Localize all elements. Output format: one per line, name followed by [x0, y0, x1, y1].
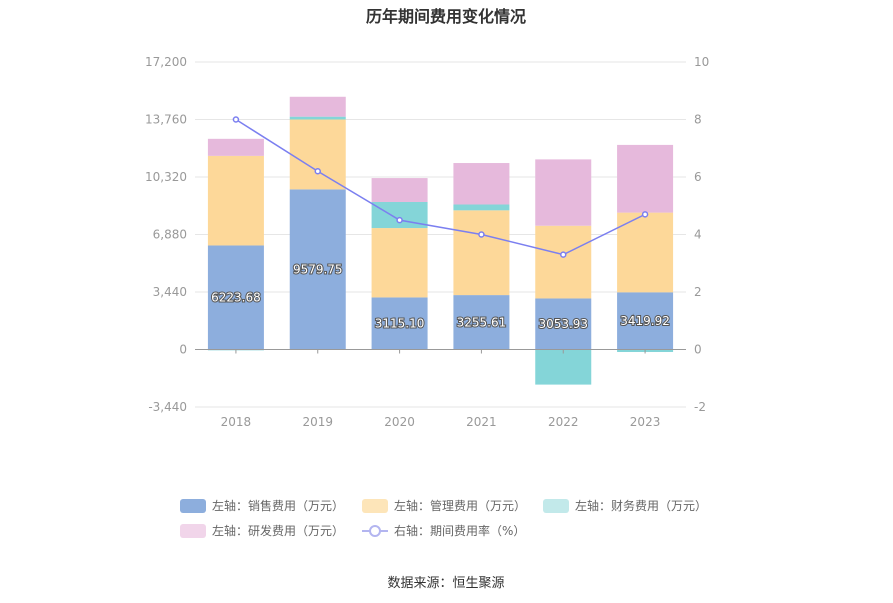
left-tick-label: 10,320 [145, 170, 187, 184]
bar-3-2018[interactable] [207, 138, 264, 156]
x-tick-label: 2019 [302, 415, 333, 429]
right-tick-label: 10 [694, 55, 709, 69]
bar-2-2021[interactable] [453, 204, 510, 211]
bar-0-2020[interactable] [371, 297, 428, 350]
source-note: 数据来源：恒生聚源 [387, 576, 504, 591]
legend-item-3[interactable]: 左轴：研发费用（万元） [180, 523, 344, 538]
chart-title: 历年期间费用变化情况 [366, 7, 526, 26]
sales-value-label: 3115.10 [375, 316, 425, 330]
right-tick-label: 6 [694, 170, 702, 184]
left-tick-label: 6,880 [153, 228, 187, 242]
x-tick-label: 2022 [548, 415, 579, 429]
legend-item-0[interactable]: 左轴：销售费用（万元） [180, 498, 344, 513]
bar-1-2019[interactable] [289, 119, 346, 190]
rate-point-2023[interactable] [641, 211, 649, 218]
legend-swatch [180, 499, 206, 513]
x-tick-label: 2021 [466, 415, 497, 429]
legend-label: 左轴：研发费用（万元） [212, 523, 344, 538]
rate-line [235, 118, 646, 256]
legend-swatch [180, 524, 206, 538]
left-tick-label: 3,440 [153, 285, 187, 299]
right-tick-label: 0 [694, 343, 702, 357]
bar-0-2021[interactable] [453, 295, 510, 350]
right-tick-label: 4 [694, 228, 702, 242]
bar-1-2018[interactable] [207, 155, 264, 246]
bar-3-2021[interactable] [453, 163, 510, 205]
legend-label: 左轴：管理费用（万元） [394, 498, 526, 513]
rate-point-2018[interactable] [232, 116, 240, 123]
bar-1-2022[interactable] [535, 225, 592, 299]
sales-value-label: 3255.61 [457, 315, 507, 329]
left-tick-label: 13,760 [145, 113, 187, 127]
bar-1-2020[interactable] [371, 228, 428, 298]
x-tick-label: 2018 [221, 415, 252, 429]
legend-item-1[interactable]: 左轴：管理费用（万元） [362, 498, 526, 513]
legend-item-4[interactable]: 右轴：期间费用率（%） [362, 523, 525, 538]
bar-1-2021[interactable] [453, 210, 510, 296]
sales-value-label: 6223.68 [211, 290, 261, 304]
right-tick-label: -2 [694, 400, 706, 414]
bar-3-2019[interactable] [289, 96, 346, 117]
right-tick-label: 8 [694, 113, 702, 127]
bar-0-2022[interactable] [535, 298, 592, 350]
data-labels: 6223.68 9579.75 3115.10 3255.61 3053.93 3419.… [210, 261, 671, 332]
rate-point-2021[interactable] [478, 231, 485, 238]
legend-swatch [543, 499, 569, 513]
bar-0-2018[interactable] [207, 245, 264, 350]
left-tick-label: -3,440 [148, 400, 187, 414]
bar-3-2020[interactable] [371, 178, 428, 202]
rate-point-2019[interactable] [314, 168, 321, 175]
sales-value-label: 9579.75 [293, 262, 343, 276]
axes: 17,200 13,760 10,320 6,880 3,440 0 -3,440 10 8 6 4… [145, 55, 709, 429]
bar-2-2022[interactable] [535, 349, 592, 385]
sales-value-label: 3053.93 [538, 317, 588, 331]
bar-3-2023[interactable] [617, 144, 674, 213]
bar-2-2019[interactable] [289, 116, 346, 120]
rate-point-2020[interactable] [396, 216, 403, 224]
legend-swatch [362, 499, 388, 513]
bar-1-2023[interactable] [617, 212, 674, 293]
x-tick-label: 2023 [630, 415, 661, 429]
gridlines [195, 61, 686, 408]
legend-item-2[interactable]: 左轴：财务费用（万元） [543, 498, 707, 513]
bar-3-2022[interactable] [535, 159, 592, 226]
legend-label: 左轴：财务费用（万元） [575, 498, 707, 513]
sales-value-label: 3419.92 [620, 314, 670, 328]
legend-circle-marker [369, 525, 381, 537]
legend[interactable]: 左轴：销售费用（万元） 左轴：管理费用（万元） 左轴：财务费用（万元） 左轴：研发费用… [180, 498, 707, 538]
left-tick-label: 0 [179, 343, 187, 357]
rate-line-series [232, 116, 649, 258]
left-tick-label: 17,200 [145, 55, 187, 69]
x-tick-label: 2020 [384, 415, 415, 429]
bar-series [207, 96, 674, 385]
bar-0-2023[interactable] [617, 292, 674, 350]
bar-0-2019[interactable] [289, 189, 346, 350]
legend-label: 右轴：期间费用率（%） [394, 523, 525, 538]
legend-label: 左轴：销售费用（万元） [212, 498, 344, 513]
right-tick-label: 2 [694, 285, 702, 299]
rate-point-2022[interactable] [560, 251, 567, 258]
